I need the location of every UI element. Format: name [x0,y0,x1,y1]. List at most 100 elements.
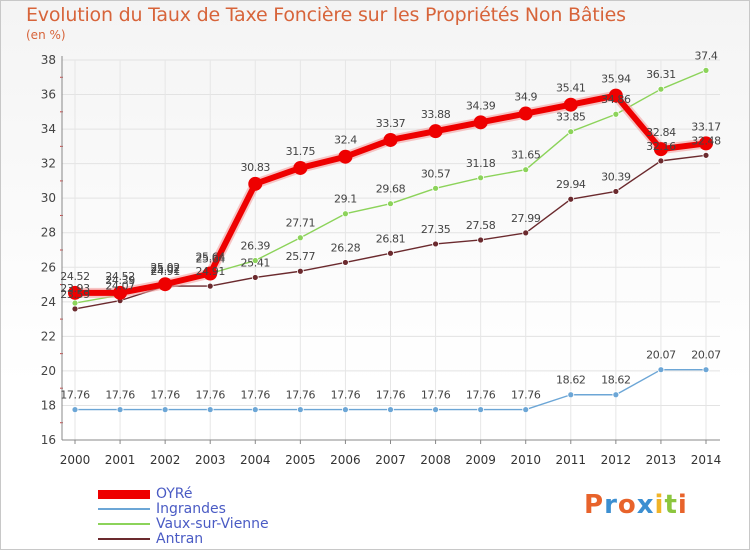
data-point [522,406,530,414]
logo-letter: P [584,490,605,520]
data-point [296,234,304,242]
data-label: 33.37 [376,117,406,130]
data-label: 27.99 [511,212,541,225]
legend-label: Antran [156,531,204,547]
data-point [428,124,443,139]
y-tick-label: 26 [41,260,56,274]
data-point [518,106,533,121]
data-point [68,285,82,300]
data-label: 29.68 [376,183,406,196]
data-label: 27.58 [466,219,496,232]
y-tick-label: 36 [41,88,56,102]
data-labels: 17.76 17.76 17.76 17.76 17.76 17.76 17.76 17.76… [60,49,721,401]
data-label: 17.76 [286,389,316,402]
data-label: 23.93 [60,282,90,295]
chart-title: Evolution du Taux de Taxe Foncière sur l… [26,4,626,26]
legend-label: Vaux-sur-Vienne [156,516,269,532]
chart-subtitle: (en %) [26,28,66,42]
y-tick-label: 34 [41,122,56,136]
data-label: 30.57 [421,167,451,180]
data-label: 33.88 [421,108,451,121]
data-point [251,257,259,264]
y-tick-label: 20 [41,364,56,378]
data-label: 17.76 [466,389,496,402]
data-point [522,166,530,174]
data-label: 24.91 [150,265,180,278]
data-label: 33.17 [691,120,721,133]
data-label: 30.39 [601,170,631,183]
data-label: 35.94 [601,73,631,86]
data-label: 24.52 [60,270,90,283]
data-point [608,88,623,103]
data-label: 31.75 [286,145,316,158]
y-tick-label: 16 [41,433,56,447]
data-point [387,406,394,414]
data-point [342,406,349,414]
data-label: 17.76 [511,389,541,402]
x-tick-label: 2007 [375,453,406,467]
data-label: 20.07 [691,349,721,362]
data-label: 35.41 [556,82,586,95]
data-label: 17.76 [376,389,406,402]
x-tick-label: 2000 [60,453,91,467]
data-point [251,274,259,281]
data-label: 25.77 [286,250,316,263]
data-label: 17.76 [105,389,135,402]
data-label: 24.91 [195,265,225,278]
data-label: 25.64 [195,252,225,265]
data-label: 34.9 [514,91,537,104]
logo-letter: r [604,490,618,520]
y-tick-label: 32 [41,157,56,171]
y-tick-label: 38 [41,53,56,67]
x-tick-label: 2010 [510,453,541,467]
data-label: 18.62 [556,374,586,387]
data-label: 32.48 [691,134,721,147]
data-point [657,366,665,374]
data-point [612,188,620,195]
data-label: 17.76 [421,389,451,402]
data-point [612,110,620,118]
legend-item: Ingrandes [98,501,226,517]
data-label: 24.07 [105,280,135,293]
x-tick-label: 2014 [691,453,722,467]
x-tick-label: 2005 [285,453,316,467]
legend-item: Antran [98,531,203,547]
y-tick-label: 22 [41,329,56,343]
data-point [702,366,710,374]
legend-item: Vaux-sur-Vienne [98,516,269,532]
series-layer [68,66,713,414]
data-label: 34.39 [466,99,496,112]
data-point [477,174,485,182]
data-label: 17.76 [150,389,180,402]
data-label: 26.28 [331,241,361,254]
data-point [387,200,394,208]
data-point [653,142,668,157]
y-tick-label: 30 [41,191,56,205]
proxiti-logo: Proxiti [584,490,688,520]
data-point [383,132,398,147]
data-point [387,249,394,257]
legend-label: Ingrandes [156,501,226,517]
data-point [296,267,304,275]
y-tick-label: 18 [41,398,56,412]
x-tick-label: 2001 [105,453,136,467]
logo-letter: t [664,490,678,520]
data-label: 32.4 [334,134,357,147]
data-point [612,391,620,399]
data-point [203,266,218,281]
data-label: 31.18 [466,157,496,170]
data-point [432,240,439,248]
data-label: 25.64 [195,250,225,263]
data-label: 18.62 [601,374,631,387]
data-label: 29.1 [334,193,357,206]
data-point [342,259,349,266]
logo-letter: i [677,490,688,520]
data-label: 23.59 [60,288,90,301]
x-tick-label: 2009 [465,453,496,467]
data-label: 25.02 [150,261,180,274]
data-label: 17.76 [195,389,225,402]
data-point [657,157,665,165]
data-label: 27.71 [286,217,316,230]
data-point [477,236,485,244]
